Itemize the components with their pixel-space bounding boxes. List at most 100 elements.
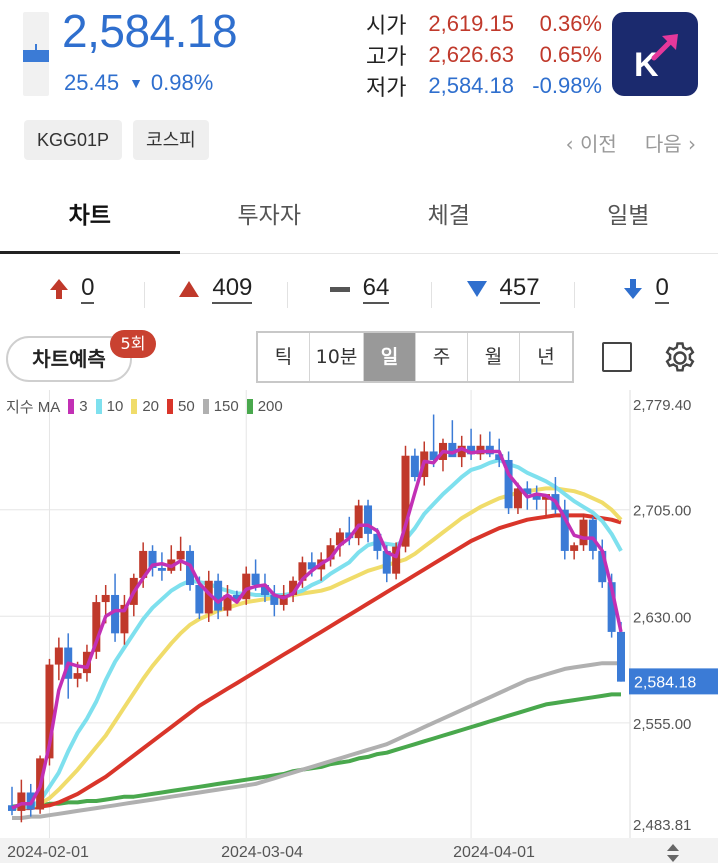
y-tick-label: 2,630.00 bbox=[633, 609, 691, 626]
legend-label-ma50: 50 bbox=[178, 398, 195, 415]
candle-body bbox=[504, 459, 513, 509]
period-10min[interactable]: 10분 bbox=[310, 333, 364, 381]
breadth-counts: 0 409 64 457 0 bbox=[0, 266, 718, 312]
gear-icon[interactable] bbox=[662, 340, 698, 376]
period-tick[interactable]: 틱 bbox=[258, 333, 310, 381]
candle-body bbox=[373, 533, 382, 551]
tab-investor[interactable]: 투자자 bbox=[237, 203, 301, 229]
last-price-tag bbox=[629, 668, 718, 695]
candle-body bbox=[429, 451, 438, 460]
candlestick-chart[interactable]: 2,779.40 2,705.00 2,630.00 2,555.00 2,483.81… bbox=[0, 390, 718, 863]
legend-label-ma3: 3 bbox=[79, 398, 88, 415]
period-selector: 틱 10분 일 주 월 년 bbox=[256, 331, 574, 383]
candle-body bbox=[8, 805, 16, 811]
legend-swatch-ma10 bbox=[95, 399, 102, 414]
market-tag[interactable]: 코스피 bbox=[133, 120, 209, 160]
candle-body bbox=[176, 550, 185, 560]
y-tick-label: 2,483.81 bbox=[633, 817, 691, 834]
x-tick-label: 2024-04-01 bbox=[453, 844, 535, 861]
legend-swatch-ma20 bbox=[131, 399, 138, 414]
chart-toolbar: 차트예측 5회 틱 10분 일 주 월 년 bbox=[0, 330, 718, 386]
ma150-line bbox=[12, 661, 621, 820]
app-logo[interactable]: K bbox=[612, 12, 698, 96]
candle-body bbox=[495, 454, 504, 460]
lower-limit-value: 0 bbox=[655, 274, 669, 304]
high-label: 고가 bbox=[366, 43, 407, 69]
candle-body bbox=[148, 550, 157, 568]
flat-value: 64 bbox=[362, 274, 390, 304]
next-button[interactable]: 다음 › bbox=[645, 128, 696, 157]
scroll-down-icon bbox=[667, 855, 679, 862]
prev-button[interactable]: ‹ 이전 bbox=[566, 128, 617, 157]
period-year[interactable]: 년 bbox=[520, 333, 572, 381]
ma10-line bbox=[11, 458, 623, 811]
candle-body bbox=[279, 594, 288, 605]
period-day[interactable]: 일 bbox=[364, 333, 416, 381]
predict-count-badge: 5회 bbox=[110, 330, 156, 358]
candle-body bbox=[467, 445, 476, 455]
flat-count[interactable]: 64 bbox=[287, 274, 431, 308]
day-range-wick bbox=[35, 44, 37, 52]
candle-body bbox=[214, 580, 223, 611]
arrow-down-icon bbox=[624, 279, 643, 299]
candle-body bbox=[92, 602, 101, 652]
candle-body bbox=[270, 594, 279, 605]
candle-body bbox=[617, 631, 625, 682]
chevron-right-icon: › bbox=[681, 132, 696, 156]
legend-swatch-ma50 bbox=[167, 399, 173, 414]
y-tick-label: 2,779.40 bbox=[633, 397, 691, 414]
candle-body bbox=[54, 647, 63, 665]
ma20-line bbox=[12, 486, 623, 811]
candle-body bbox=[307, 562, 316, 570]
tab-chart[interactable]: 차트 bbox=[0, 186, 180, 254]
chevron-left-icon: ‹ bbox=[565, 132, 581, 156]
legend-swatch-ma200 bbox=[246, 399, 253, 414]
upper-limit-count[interactable]: 0 bbox=[0, 274, 144, 304]
candle-body bbox=[588, 519, 597, 551]
ma50-line bbox=[12, 513, 622, 811]
upper-limit-value: 0 bbox=[81, 274, 95, 304]
fullscreen-toggle-icon[interactable] bbox=[602, 342, 632, 372]
period-month[interactable]: 월 bbox=[468, 333, 520, 381]
candle-body bbox=[45, 664, 54, 759]
open-row: 시가 2,619.15 0.36% bbox=[366, 8, 602, 39]
low-value: 2,584.18 bbox=[428, 72, 514, 98]
triangle-down-icon bbox=[466, 281, 487, 297]
triangle-up-icon bbox=[179, 281, 200, 297]
triangle-down-icon: ▼ bbox=[129, 75, 143, 91]
high-row: 고가 2,626.63 0.65% bbox=[366, 39, 602, 70]
high-value: 2,626.63 bbox=[428, 41, 514, 67]
period-week[interactable]: 주 bbox=[416, 333, 468, 381]
x-axis-band bbox=[0, 838, 718, 863]
candle-body bbox=[204, 580, 213, 614]
candle-body bbox=[242, 573, 251, 600]
candle-body bbox=[101, 594, 110, 603]
legend-label-ma150: 150 bbox=[213, 398, 239, 415]
candle-body bbox=[289, 580, 298, 595]
prev-next-nav: ‹ 이전 다음 › bbox=[566, 128, 696, 157]
legend-prefix: 지수 MA bbox=[6, 399, 61, 416]
index-code-tag[interactable]: KGG01P bbox=[24, 120, 123, 160]
legend-label-ma20: 20 bbox=[142, 398, 159, 415]
change-percent: 0.98% bbox=[150, 70, 214, 95]
open-value: 2,619.15 bbox=[428, 10, 514, 36]
lower-limit-count[interactable]: 0 bbox=[574, 274, 718, 308]
fall-count[interactable]: 457 bbox=[430, 274, 575, 308]
index-tags: KGG01P 코스피 bbox=[24, 120, 209, 160]
candle-body bbox=[120, 604, 129, 634]
candle-body bbox=[326, 545, 335, 560]
candle-body bbox=[382, 550, 391, 574]
tab-daily[interactable]: 일별 bbox=[607, 203, 650, 229]
tab-trades[interactable]: 체결 bbox=[427, 203, 470, 229]
last-price-label: 2,584.18 bbox=[634, 674, 696, 691]
candle-body bbox=[532, 494, 541, 500]
candle-body bbox=[195, 585, 204, 614]
rise-count[interactable]: 409 bbox=[143, 274, 288, 308]
low-label: 저가 bbox=[366, 74, 407, 100]
candle-body bbox=[157, 567, 166, 571]
candle-body bbox=[335, 532, 344, 546]
rise-value: 409 bbox=[212, 274, 253, 304]
low-row: 저가 2,584.18 -0.98% bbox=[366, 70, 602, 101]
legend-label-ma200: 200 bbox=[257, 398, 283, 415]
candle-body bbox=[354, 505, 363, 539]
